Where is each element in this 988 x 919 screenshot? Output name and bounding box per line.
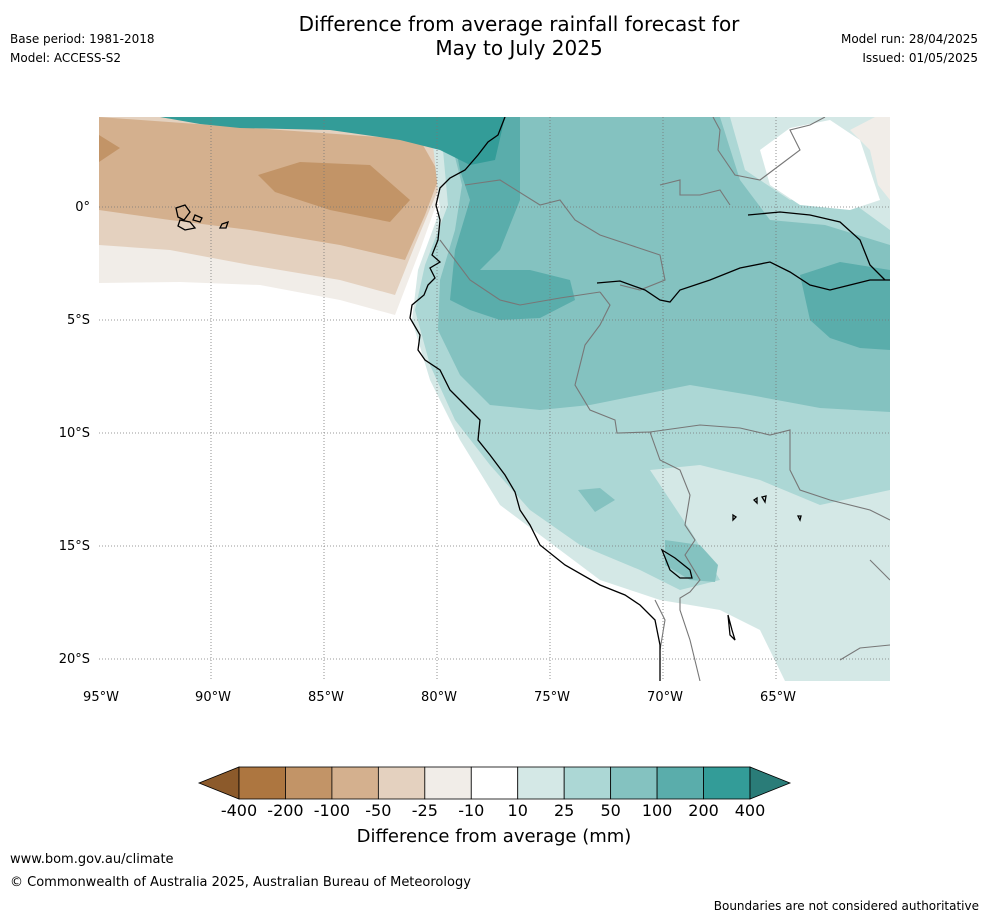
lon-label-65w: 65°W [760,690,796,705]
meta-left: Base period: 1981-2018 Model: ACCESS-S2 [10,31,155,69]
latitude-labels: 0° 5°S 10°S 15°S 20°S [59,200,90,667]
footer-copyright: © Commonwealth of Australia 2025, Austra… [10,875,471,890]
lat-label-5s: 5°S [67,313,90,328]
lon-label-70w: 70°W [647,690,683,705]
colorbar-tick-label: 400 [735,801,766,820]
colorbar-swatch [563,766,612,800]
colorbar-swatch [656,766,704,800]
lon-label-90w: 90°W [195,690,231,705]
wet-region-50-100-south [578,488,718,582]
colorbar-extend-low [197,766,240,800]
neutral-region-northeast [760,120,880,210]
model-run: Model run: 28/04/2025 [840,32,978,46]
footer-url: www.bom.gov.au/climate [10,852,174,867]
country-borders [439,117,890,681]
colorbar-swatch [470,766,519,800]
colorbar-tick-label: 50 [600,801,620,820]
base-period: Base period: 1981-2018 [10,32,155,46]
lat-label-20s: 20°S [59,652,90,667]
wet-region-50-100 [438,117,890,412]
footer-note: Boundaries are not considered authoritat… [713,899,979,913]
colorbar-swatch [517,766,565,800]
colorbar-tick-label: -100 [314,801,350,820]
colorbar-swatch [703,766,751,800]
longitude-labels: 95°W 90°W 85°W 80°W 75°W 70°W 65°W [83,690,796,705]
colorbar-tick-label: 10 [508,801,528,820]
colorbar-tick-label: -200 [267,801,303,820]
colorbar-swatch [424,766,472,800]
dry-region-northeast [850,117,890,200]
issued-date: Issued: 01/05/2025 [862,51,978,65]
colorbar-tick-label: -10 [458,801,484,820]
colorbar-tick-label: 25 [554,801,574,820]
colorbar-tick-label: 100 [642,801,673,820]
dry-region-100-200 [99,135,410,222]
colorbar: -400 -200 -100 -50 -25 -10 10 25 50 100 200 400 [197,766,792,820]
colorbar-swatch [610,766,658,800]
rainfall-map [99,117,890,681]
lon-label-75w: 75°W [534,690,570,705]
lat-label-10s: 10°S [59,426,90,441]
colorbar-tick-label: -50 [365,801,391,820]
colorbar-tick-label: -400 [221,801,257,820]
colorbar-swatch [238,766,286,800]
colorbar-swatch [331,766,379,800]
title-line-2: May to July 2025 [435,36,603,60]
colorbar-tick-label: 200 [688,801,719,820]
colorbar-extend-high [749,766,792,800]
dry-region-50-100 [99,117,440,260]
title-line-1: Difference from average rainfall forecas… [298,12,740,36]
coastlines [175,117,890,681]
lon-label-80w: 80°W [421,690,457,705]
model-name: Model: ACCESS-S2 [10,51,122,65]
colorbar-tick-label: -25 [412,801,438,820]
meta-right: Model run: 28/04/2025 Issued: 01/05/2025 [841,31,978,69]
colorbar-title: Difference from average (mm) [356,826,632,847]
wet-region-200-400 [160,117,505,165]
lat-label-0: 0° [75,200,90,215]
colorbar-swatch [377,766,426,800]
chart-title: Difference from average rainfall forecas… [0,12,988,60]
colorbar-swatch [285,766,333,800]
lon-label-85w: 85°W [308,690,344,705]
lat-label-15s: 15°S [59,539,90,554]
lon-label-95w: 95°W [83,690,119,705]
wet-region-100-200 [450,117,890,350]
